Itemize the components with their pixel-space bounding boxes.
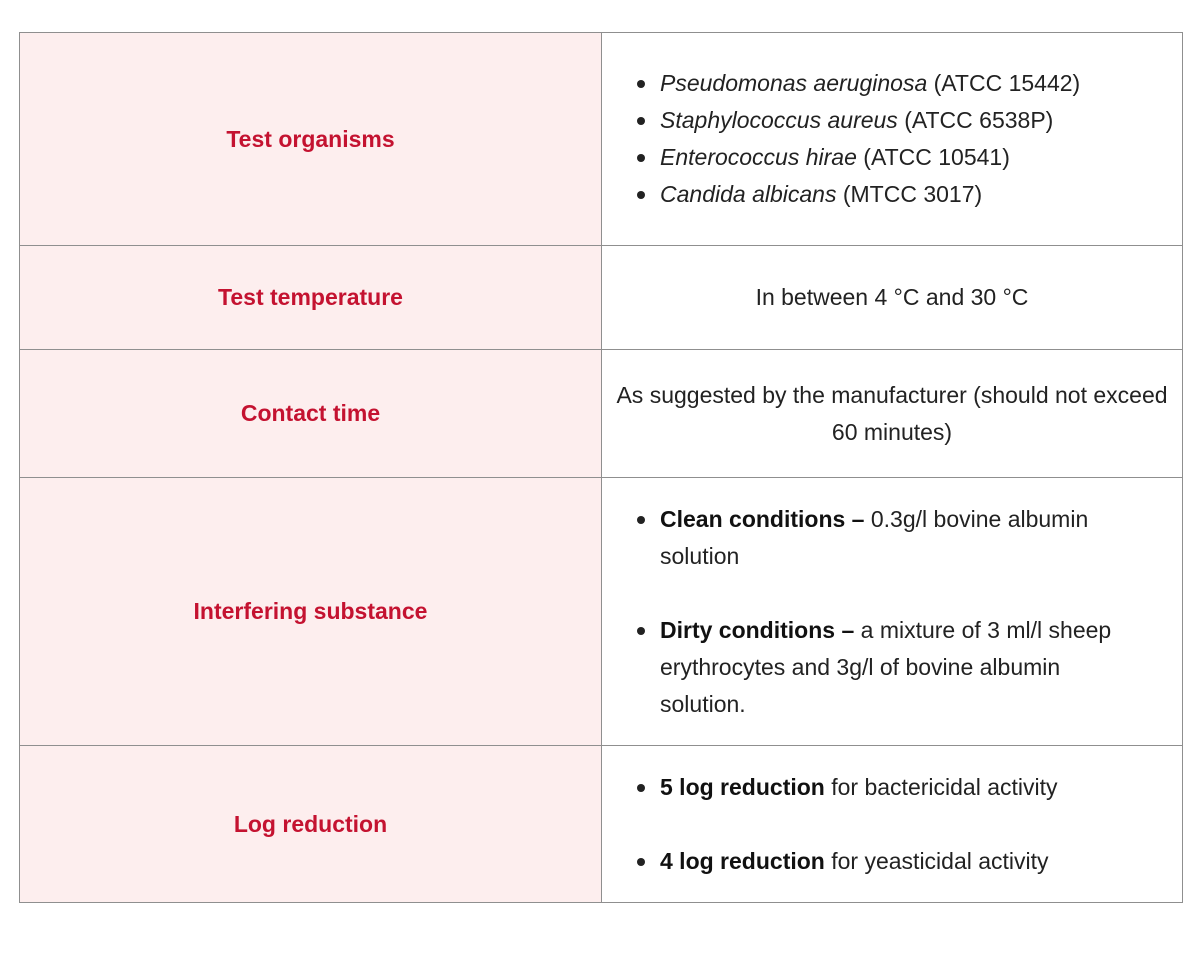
list-item: Clean conditions – 0.3g/l bovine albumin…: [634, 501, 1152, 575]
row-label: Contact time: [240, 400, 381, 426]
interfering-list: Clean conditions – 0.3g/l bovine albumin…: [602, 501, 1182, 723]
organism-list: Pseudomonas aeruginosa (ATCC 15442) Stap…: [602, 65, 1182, 213]
label-cell: Log reduction: [19, 745, 602, 903]
label-cell: Test temperature: [19, 245, 602, 350]
value-cell: Clean conditions – 0.3g/l bovine albumin…: [601, 477, 1183, 746]
label-cell: Test organisms: [19, 32, 602, 246]
row-label: Test organisms: [226, 125, 395, 152]
list-item: 4 log reduction for yeasticidal activity: [634, 843, 1182, 880]
test-parameters-table: Test organisms Pseudomonas aeruginosa (A…: [19, 32, 1183, 903]
list-item: 5 log reduction for bactericidal activit…: [634, 769, 1182, 806]
row-label: Interfering substance: [193, 598, 428, 624]
list-item: Enterococcus hirae (ATCC 10541): [634, 139, 1182, 176]
label-cell: Contact time: [19, 349, 602, 478]
value-cell: 5 log reduction for bactericidal activit…: [601, 745, 1183, 903]
label-cell: Interfering substance: [19, 477, 602, 746]
list-item: Pseudomonas aeruginosa (ATCC 15442): [634, 65, 1182, 102]
temperature-value: In between 4 °C and 30 °C: [755, 284, 1029, 310]
table-row-test-organisms: Test organisms Pseudomonas aeruginosa (A…: [19, 32, 1183, 246]
list-item: Candida albicans (MTCC 3017): [634, 176, 1182, 213]
value-cell: In between 4 °C and 30 °C: [601, 245, 1183, 350]
log-reduction-list: 5 log reduction for bactericidal activit…: [602, 769, 1182, 880]
table-row-interfering-substance: Interfering substance Clean conditions –…: [19, 477, 1183, 746]
list-item: Staphylococcus aureus (ATCC 6538P): [634, 102, 1182, 139]
contact-time-value: As suggested by the manufacturer (should…: [616, 381, 1168, 445]
row-label: Log reduction: [233, 810, 388, 837]
table-row-contact-time: Contact time As suggested by the manufac…: [19, 349, 1183, 478]
table-row-test-temperature: Test temperature In between 4 °C and 30 …: [19, 245, 1183, 350]
row-label: Test temperature: [218, 284, 403, 310]
table-row-log-reduction: Log reduction 5 log reduction for bacter…: [19, 745, 1183, 903]
list-item: Dirty conditions – a mixture of 3 ml/l s…: [634, 612, 1152, 723]
value-cell: As suggested by the manufacturer (should…: [601, 349, 1183, 478]
value-cell: Pseudomonas aeruginosa (ATCC 15442) Stap…: [601, 32, 1183, 246]
